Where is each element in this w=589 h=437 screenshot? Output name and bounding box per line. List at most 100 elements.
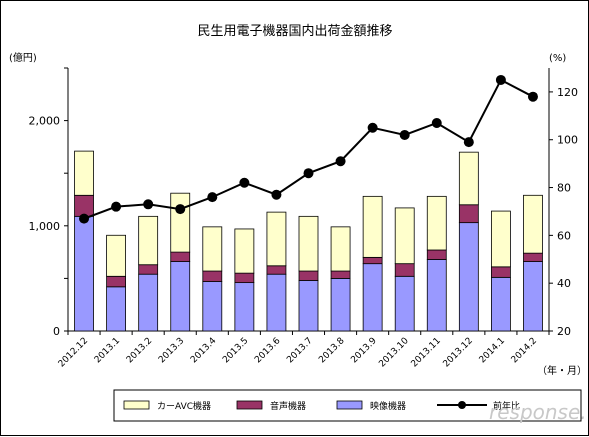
right-tick-label: 120 <box>557 86 578 99</box>
bar-segment-3 <box>330 226 351 272</box>
right-tick-label: 20 <box>557 325 571 338</box>
bar-segment-1 <box>362 263 383 332</box>
bar-segment-1 <box>74 215 94 332</box>
bar-segment-2 <box>523 252 543 262</box>
watermark-logo: response. <box>489 400 587 424</box>
bar-segment-1 <box>202 281 223 332</box>
x-tick-label: 2013.7 <box>285 336 314 365</box>
bar-segment-3 <box>74 150 94 196</box>
bar-segment-3 <box>138 215 159 266</box>
bar-segment-2 <box>202 270 223 282</box>
legend-label: 映像機器 <box>370 400 406 412</box>
bar-segment-1 <box>394 275 415 332</box>
bar-segment-2 <box>266 265 287 275</box>
x-tick-label: 2013.8 <box>317 336 347 366</box>
yoy-point <box>367 122 378 133</box>
x-tick-label: 2013.4 <box>189 336 219 366</box>
right-tick-label: 80 <box>557 182 571 195</box>
bar-segment-2 <box>106 275 126 288</box>
bar-segment-3 <box>458 151 479 206</box>
bar-segment-2 <box>74 194 94 217</box>
bar-segment-2 <box>458 204 479 224</box>
bar-segment-1 <box>138 273 159 332</box>
yoy-point <box>79 213 90 224</box>
bar-segment-1 <box>523 261 543 332</box>
right-tick-label: 60 <box>557 229 571 242</box>
x-tick-label: 2013.12 <box>442 336 475 369</box>
x-tick-label: 2013.11 <box>409 336 442 369</box>
bar-segment-2 <box>170 251 191 262</box>
x-tick-label: 2014.1 <box>478 336 507 365</box>
x-tick-label: 2013.5 <box>221 336 250 365</box>
bar-segment-3 <box>426 195 447 251</box>
x-tick-label: 2013.9 <box>349 336 379 366</box>
bar-segment-3 <box>523 194 543 254</box>
legend-swatch <box>123 400 150 410</box>
bar-segment-1 <box>266 273 287 332</box>
x-tick-label: 2013.10 <box>377 336 411 370</box>
bar-segment-2 <box>234 272 255 284</box>
x-axis-unit: （年・月） <box>537 364 587 377</box>
yoy-point <box>175 204 186 215</box>
x-tick-label: 2013.2 <box>125 336 154 365</box>
yoy-point <box>463 137 474 148</box>
legend-line-marker <box>458 401 466 409</box>
bar-segment-1 <box>426 259 447 332</box>
bar-segment-3 <box>106 234 126 277</box>
bar-segment-2 <box>298 270 319 281</box>
x-tick-label: 2012.12 <box>57 336 90 369</box>
x-tick-label: 2013.6 <box>253 336 283 366</box>
bar-segment-2 <box>138 264 159 275</box>
yoy-point <box>111 201 122 212</box>
bar-segment-3 <box>266 211 287 267</box>
yoy-point <box>143 199 154 210</box>
legend: カーAVC機器 音声機器 映像機器 前年比 <box>113 389 582 422</box>
bar-segment-3 <box>170 192 191 253</box>
bar-segment-3 <box>362 195 383 258</box>
x-tick-label: 2013.1 <box>93 336 122 365</box>
chart-title: 民生用電子機器国内出荷金額推移 <box>197 23 392 39</box>
legend-label: 音声機器 <box>270 400 306 412</box>
legend-label: カーAVC機器 <box>157 400 211 412</box>
bar-segment-1 <box>490 276 511 332</box>
bar-segment-3 <box>394 207 415 265</box>
right-tick-label: 40 <box>557 277 571 290</box>
bar-segment-2 <box>426 249 447 260</box>
bar-segment-2 <box>394 263 415 277</box>
yoy-point <box>527 91 538 102</box>
bar-segment-2 <box>330 270 351 279</box>
bar-segment-3 <box>234 228 255 274</box>
yoy-point <box>207 192 218 203</box>
legend-swatch <box>336 400 363 410</box>
bar-segment-1 <box>458 222 479 332</box>
right-axis-unit: (%) <box>549 53 566 64</box>
yoy-point <box>303 168 314 179</box>
bar-segment-2 <box>362 256 383 265</box>
yoy-point <box>399 129 410 140</box>
left-axis-unit: (億円) <box>9 51 37 64</box>
yoy-point <box>271 189 282 200</box>
bar-segment-1 <box>170 261 191 332</box>
x-tick-label: 2014.2 <box>510 336 539 365</box>
left-tick-label: 1,000 <box>29 220 61 233</box>
bar-segment-3 <box>490 210 511 268</box>
legend-label: 前年比 <box>493 400 520 412</box>
left-tick-label: 0 <box>53 325 60 338</box>
bar-segment-3 <box>202 226 223 272</box>
bar-segment-1 <box>330 277 351 332</box>
bar-segment-1 <box>234 282 255 332</box>
bar-segment-2 <box>490 266 511 278</box>
yoy-point <box>239 177 250 188</box>
x-tick-label: 2013.3 <box>157 336 186 365</box>
yoy-point <box>431 117 442 128</box>
bar-segment-3 <box>298 215 319 272</box>
right-tick-label: 100 <box>557 134 578 147</box>
yoy-point <box>335 156 346 167</box>
left-tick-label: 2,000 <box>29 115 61 128</box>
bar-segment-1 <box>298 280 319 332</box>
bar-segment-1 <box>106 286 126 332</box>
legend-swatch <box>236 400 263 410</box>
